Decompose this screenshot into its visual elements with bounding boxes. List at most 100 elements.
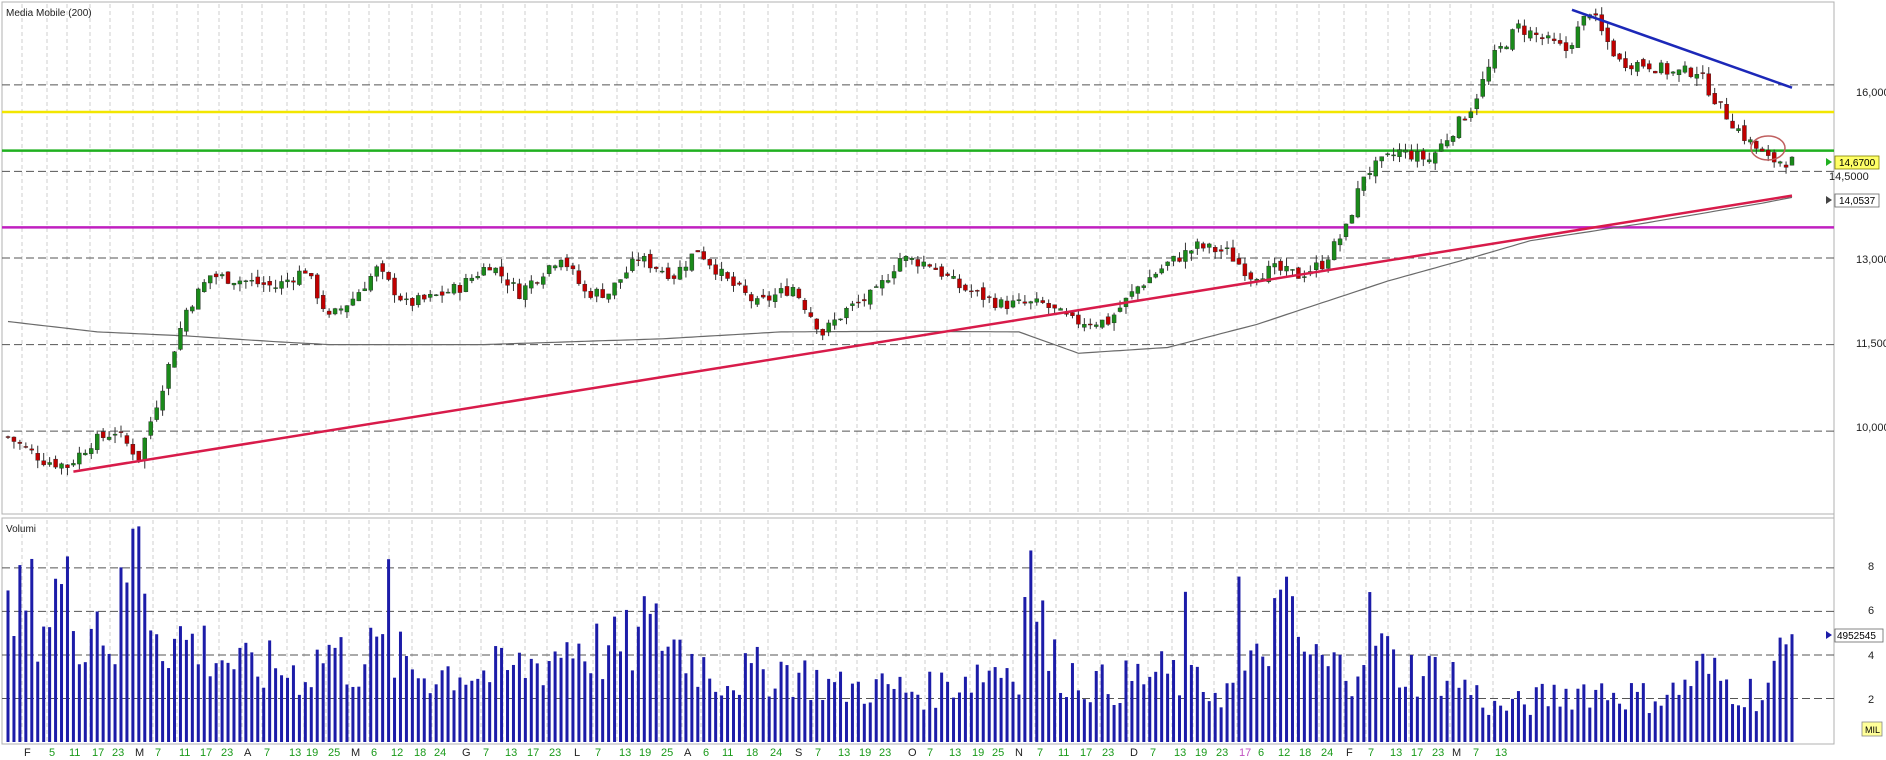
price-panel-title: Media Mobile (200) <box>6 8 92 19</box>
candle <box>826 319 831 337</box>
candle-body <box>772 294 778 302</box>
candle <box>891 264 897 285</box>
volume-bar <box>434 684 438 742</box>
candle-body <box>118 431 124 433</box>
volume-bar <box>1130 680 1134 742</box>
candle-body <box>148 421 153 436</box>
candle <box>154 400 159 422</box>
candle <box>285 272 290 288</box>
candle <box>59 462 64 475</box>
date-label: 23 <box>1216 747 1228 759</box>
candle <box>1694 66 1700 87</box>
volume-bar <box>1076 690 1080 742</box>
candle-body <box>136 450 142 461</box>
candle-body <box>1153 273 1158 278</box>
candle-body <box>59 463 64 469</box>
candle-body <box>172 351 177 368</box>
date-label: 17 <box>1080 747 1092 759</box>
candle <box>279 275 284 295</box>
volume-bar <box>963 676 967 742</box>
volume-bar <box>981 682 985 742</box>
candle <box>1444 133 1450 149</box>
candle <box>309 272 314 280</box>
candle-body <box>1468 111 1474 118</box>
candle-body <box>1682 65 1688 73</box>
candle <box>35 445 40 469</box>
candle <box>1528 26 1533 42</box>
volume-bar <box>1314 644 1318 742</box>
date-label: 12 <box>1278 747 1290 759</box>
candle <box>1040 296 1045 305</box>
candle-body <box>868 289 873 305</box>
candle <box>350 291 356 307</box>
volume-bar <box>702 657 706 742</box>
date-label: 12 <box>391 747 403 759</box>
volume-bar <box>642 596 646 742</box>
candle <box>856 294 861 308</box>
candle-body <box>1028 301 1034 304</box>
volume-bar <box>131 528 135 742</box>
date-label: 11 <box>722 747 733 759</box>
candle-body <box>927 264 932 267</box>
candle-body <box>154 407 159 420</box>
volume-bar <box>946 681 950 742</box>
volume-bar <box>226 662 230 742</box>
volume-bar <box>1207 701 1211 742</box>
candle <box>410 297 415 312</box>
volume-bar <box>149 630 153 742</box>
candle-body <box>231 282 237 286</box>
volume-bar <box>161 661 165 742</box>
volume-bar <box>1296 636 1300 742</box>
volume-bar <box>827 678 831 742</box>
volume-bar <box>6 590 10 742</box>
volume-bar <box>1582 684 1586 742</box>
candle-body <box>683 266 689 271</box>
candle-body <box>879 280 885 289</box>
candle-body <box>755 298 760 305</box>
candle <box>683 260 689 278</box>
volume-bar <box>1736 705 1740 742</box>
candle-body <box>832 319 837 326</box>
volume-bar <box>12 636 16 742</box>
candle <box>1605 21 1610 50</box>
candle <box>594 287 599 303</box>
candle-body <box>94 433 100 450</box>
candle <box>416 292 421 308</box>
volume-bar <box>476 678 480 742</box>
candle-body <box>350 298 356 306</box>
candle-body <box>1385 153 1390 156</box>
volume-bar <box>1594 689 1598 742</box>
candle-body <box>1141 285 1147 288</box>
candle <box>1099 319 1105 330</box>
candle <box>998 297 1004 309</box>
candle <box>1563 36 1569 59</box>
candle-body <box>1528 30 1533 39</box>
candle <box>1272 257 1277 275</box>
candle <box>297 265 302 286</box>
candle <box>1034 292 1039 306</box>
date-label: 6 <box>703 747 709 759</box>
volume-bar <box>619 651 623 742</box>
volume-bar <box>791 696 795 742</box>
candle-body <box>945 273 950 276</box>
date-label: O <box>908 747 917 759</box>
volume-bar <box>1041 600 1045 742</box>
volume-bar <box>737 694 741 742</box>
volume-bar <box>1552 684 1556 742</box>
volume-bar <box>1439 695 1443 742</box>
date-label: 5 <box>49 747 55 759</box>
candle-body <box>219 274 225 277</box>
candle <box>731 271 736 292</box>
candle <box>564 254 570 272</box>
candle <box>17 439 23 450</box>
candle <box>243 279 249 289</box>
volume-bar <box>1528 714 1532 742</box>
candle-body <box>1314 262 1319 270</box>
candle-body <box>1117 307 1123 312</box>
volume-bar <box>987 670 991 742</box>
candle <box>1189 249 1194 261</box>
candle-body <box>570 265 576 270</box>
candle-body <box>1563 42 1569 51</box>
date-label: 19 <box>859 747 871 759</box>
